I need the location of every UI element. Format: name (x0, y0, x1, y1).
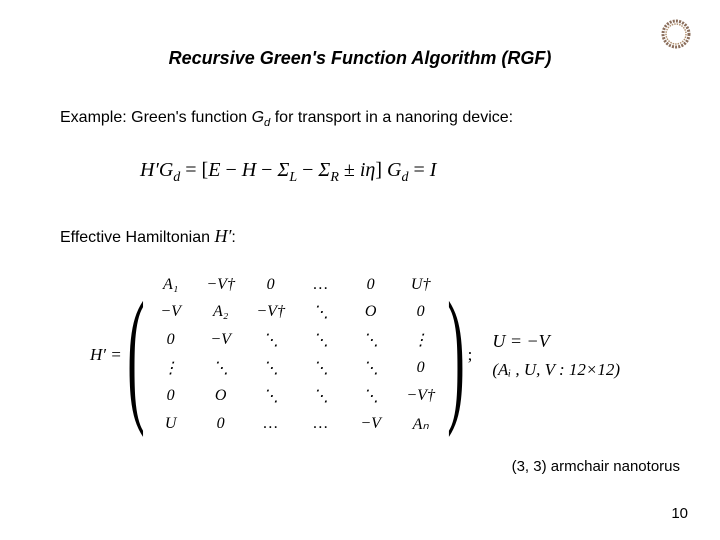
nanotorus-caption: (3, 3) armchair nanotorus (512, 458, 680, 475)
hprime-symbol: H′ (214, 226, 231, 246)
matrix-cell: ⋱ (246, 382, 296, 410)
matrix-cell: … (246, 410, 296, 438)
matrix-row: 0 −V ⋱ ⋱ ⋱ ⋮ (146, 326, 446, 354)
matrix-equation: H′ = ( A₁ −V† 0 … 0 U† −V A₂ −V† ⋱ O 0 0… (90, 272, 720, 438)
matrix-cell: 0 (346, 272, 396, 298)
matrix-cell: O (196, 382, 246, 410)
matrix-cell: ⋱ (296, 382, 346, 410)
matrix-cell: ⋱ (296, 354, 346, 382)
effective-text: Effective Hamiltonian (60, 229, 214, 246)
matrix-cell: ⋱ (296, 298, 346, 326)
matrix-cell: 0 (146, 382, 196, 410)
page-title: Recursive Green's Function Algorithm (RG… (0, 0, 720, 69)
page-number: 10 (671, 505, 688, 522)
semicolon: ; (468, 345, 473, 365)
matrix-cell: 0 (146, 326, 196, 354)
matrix-cell: −V (196, 326, 246, 354)
matrix-cell: ⋱ (346, 382, 396, 410)
matrix-cell: … (296, 272, 346, 298)
hamiltonian-matrix: A₁ −V† 0 … 0 U† −V A₂ −V† ⋱ O 0 0 −V ⋱ ⋱… (146, 272, 446, 438)
matrix-cell: ⋱ (246, 354, 296, 382)
effective-hamiltonian-label: Effective Hamiltonian H′: (60, 226, 720, 247)
matrix-cell: 0 (196, 410, 246, 438)
matrix-cell: U (146, 410, 196, 438)
example-prefix: Example: Green's function (60, 109, 252, 126)
matrix-cell: ⋱ (346, 354, 396, 382)
matrix-cell: −V (346, 410, 396, 438)
right-paren-icon: ) (447, 285, 464, 425)
side-eq-uv: U = −V (492, 331, 620, 352)
matrix-cell: −V† (396, 382, 446, 410)
matrix-cell: ⋮ (146, 354, 196, 382)
matrix-row: 0 O ⋱ ⋱ ⋱ −V† (146, 382, 446, 410)
matrix-row: A₁ −V† 0 … 0 U† (146, 272, 446, 298)
effective-colon: : (231, 229, 235, 246)
main-equation: H′Gd = [E − H − ΣL − ΣR ± iη] Gd = I (140, 159, 720, 186)
matrix-cell: Aₙ (396, 410, 446, 438)
matrix-cell: ⋱ (296, 326, 346, 354)
matrix-cell: ⋱ (196, 354, 246, 382)
matrix-cell: ⋮ (396, 326, 446, 354)
example-line: Example: Green's function Gd for transpo… (60, 109, 720, 129)
matrix-cell: … (296, 410, 346, 438)
side-equations: U = −V (Aᵢ , U, V : 12×12) (492, 331, 620, 380)
example-suffix: for transport in a nanoring device: (270, 109, 513, 126)
matrix-cell: −V† (196, 272, 246, 298)
matrix-row: −V A₂ −V† ⋱ O 0 (146, 298, 446, 326)
matrix-row: U 0 … … −V Aₙ (146, 410, 446, 438)
side-eq-dims: (Aᵢ , U, V : 12×12) (492, 360, 620, 380)
matrix-cell: U† (396, 272, 446, 298)
matrix-cell: O (346, 298, 396, 326)
matrix-cell: −V† (246, 298, 296, 326)
matrix-cell: A₁ (146, 272, 196, 298)
matrix-cell: 0 (396, 354, 446, 382)
ring-logo-icon (660, 18, 692, 50)
matrix-lhs: H′ = (90, 345, 122, 365)
matrix-cell: A₂ (196, 298, 246, 326)
matrix-cell: 0 (246, 272, 296, 298)
matrix-cell: 0 (396, 298, 446, 326)
left-paren-icon: ( (127, 285, 144, 425)
matrix-row: ⋮ ⋱ ⋱ ⋱ ⋱ 0 (146, 354, 446, 382)
gd-symbol: G (252, 109, 264, 126)
matrix-cell: ⋱ (346, 326, 396, 354)
matrix-cell: −V (146, 298, 196, 326)
matrix-cell: ⋱ (246, 326, 296, 354)
